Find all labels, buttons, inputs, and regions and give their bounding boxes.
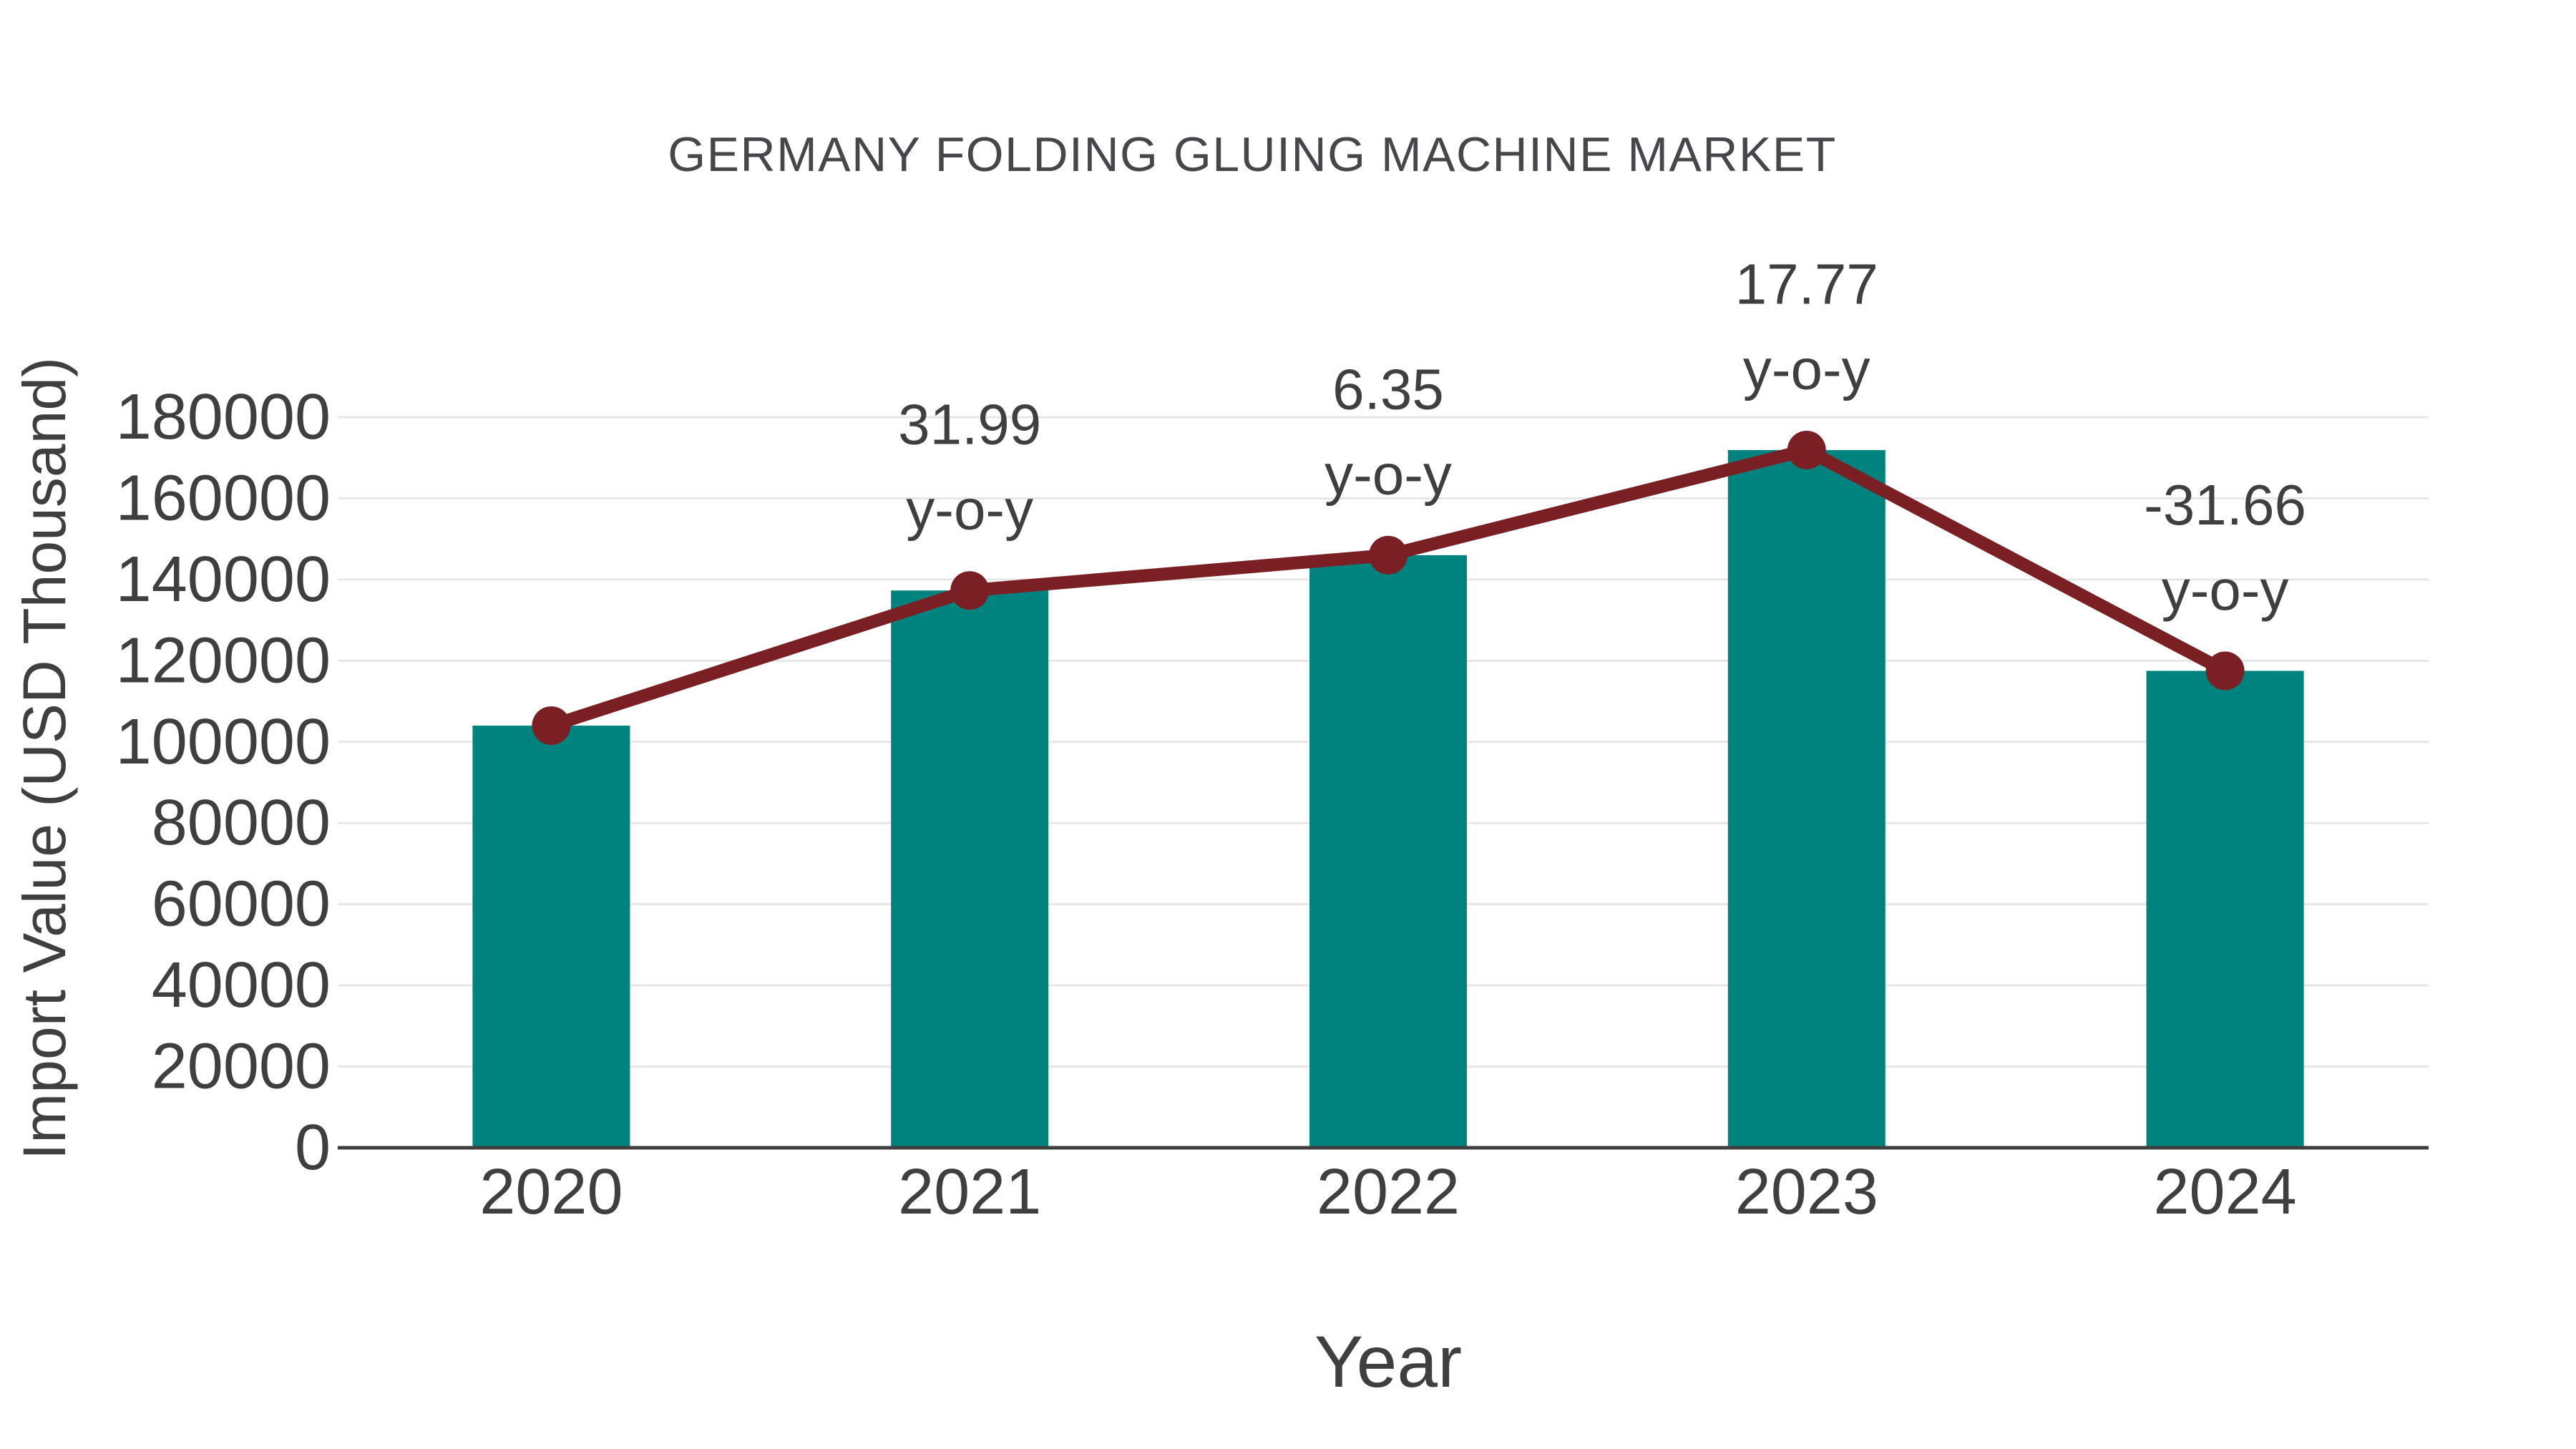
y-tick-160000: 160000 xyxy=(116,462,331,534)
data-label-suffix-2021: y-o-y xyxy=(906,478,1033,542)
y-tick-40000: 40000 xyxy=(152,950,331,1021)
line-marker-2021 xyxy=(950,571,990,610)
y-tick-180000: 180000 xyxy=(116,381,331,453)
y-tick-140000: 140000 xyxy=(116,544,331,615)
bar-2023 xyxy=(1727,449,1885,1148)
x-axis-title: Year xyxy=(1314,1321,1463,1402)
y-tick-80000: 80000 xyxy=(152,787,331,859)
chart-title: GERMANY FOLDING GLUING MACHINE MARKET xyxy=(668,127,1837,182)
data-label-value-2022: 6.35 xyxy=(1332,357,1444,421)
x-tick-2023: 2023 xyxy=(1735,1156,1878,1228)
line-marker-2022 xyxy=(1369,535,1407,575)
bar-2024 xyxy=(2146,670,2304,1148)
data-label-suffix-2022: y-o-y xyxy=(1324,442,1452,506)
data-label-value-2024: -31.66 xyxy=(2144,473,2306,537)
data-label-suffix-2024: y-o-y xyxy=(2162,558,2289,622)
bar-2020 xyxy=(472,726,630,1148)
line-marker-2020 xyxy=(532,706,571,746)
bar-2022 xyxy=(1309,555,1467,1148)
data-label-value-2023: 17.77 xyxy=(1735,252,1878,316)
y-tick-0: 0 xyxy=(295,1112,331,1184)
y-tick-60000: 60000 xyxy=(152,869,331,940)
x-tick-2024: 2024 xyxy=(2153,1156,2296,1228)
x-tick-2022: 2022 xyxy=(1317,1156,1460,1228)
y-tick-120000: 120000 xyxy=(116,625,331,696)
bar-2021 xyxy=(891,590,1049,1148)
x-tick-2021: 2021 xyxy=(898,1156,1041,1228)
y-tick-100000: 100000 xyxy=(116,706,331,778)
data-label-value-2021: 31.99 xyxy=(898,393,1041,457)
x-tick-2020: 2020 xyxy=(479,1156,623,1228)
y-tick-20000: 20000 xyxy=(152,1031,331,1103)
line-marker-2023 xyxy=(1787,430,1826,469)
line-marker-2024 xyxy=(2205,651,2245,691)
data-label-suffix-2023: y-o-y xyxy=(1743,337,1870,401)
